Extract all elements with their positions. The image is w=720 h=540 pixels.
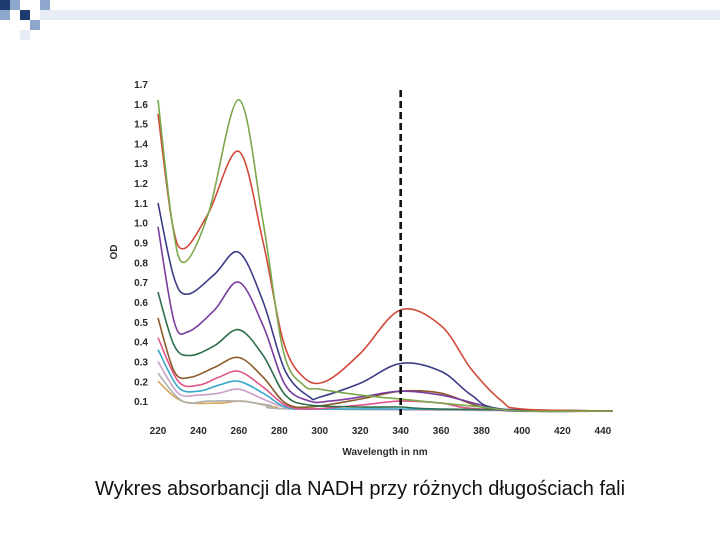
y-tick-label: 1.0 bbox=[134, 219, 148, 230]
slide-caption: Wykres absorbancji dla NADH przy różnych… bbox=[94, 478, 626, 500]
header-square-mid-4 bbox=[40, 0, 50, 10]
x-tick-label: 220 bbox=[150, 426, 167, 437]
header-square-mid-2 bbox=[0, 10, 10, 20]
y-tick-label: 0.1 bbox=[134, 397, 148, 408]
header-square-dark-2 bbox=[20, 10, 30, 20]
x-tick-label: 340 bbox=[392, 426, 409, 437]
series-line-4 bbox=[157, 226, 614, 413]
y-tick-label: 1.6 bbox=[134, 100, 148, 111]
series-line-7 bbox=[157, 337, 614, 412]
y-tick-label: 1.7 bbox=[134, 80, 148, 91]
header-square-light bbox=[20, 30, 30, 40]
y-tick-label: 0.2 bbox=[134, 377, 148, 388]
x-tick-label: 280 bbox=[271, 426, 288, 437]
y-tick-label: 0.3 bbox=[134, 357, 148, 368]
x-tick-label: 400 bbox=[514, 426, 531, 437]
y-tick-label: 0.4 bbox=[134, 338, 148, 349]
header-square-dark bbox=[0, 0, 10, 10]
y-axis-title: OD bbox=[109, 245, 120, 260]
y-tick-label: 1.5 bbox=[134, 120, 148, 131]
chart-series bbox=[157, 98, 614, 413]
x-tick-label: 440 bbox=[595, 426, 612, 437]
x-axis-title: Wavelength in nm bbox=[342, 447, 427, 458]
series-line-5 bbox=[157, 291, 614, 412]
y-tick-label: 1.2 bbox=[134, 179, 148, 190]
y-tick-label: 1.1 bbox=[134, 199, 148, 210]
y-tick-label: 0.9 bbox=[134, 239, 148, 250]
y-tick-label: 1.3 bbox=[134, 159, 148, 170]
x-tick-label: 260 bbox=[231, 426, 248, 437]
series-line-2 bbox=[157, 113, 614, 412]
header-stripe bbox=[40, 10, 720, 20]
series-line-1 bbox=[157, 98, 614, 413]
y-tick-label: 0.5 bbox=[134, 318, 148, 329]
x-tick-label: 360 bbox=[433, 426, 450, 437]
x-tick-label: 300 bbox=[311, 426, 328, 437]
y-axis-ticks: 0.1 0.2 0.3 0.4 0.5 0.6 0.7 0.8 0.9 1.0 1.1 1.2 1.3 1… bbox=[134, 80, 148, 408]
y-tick-label: 0.8 bbox=[134, 258, 148, 269]
absorbance-chart: 0.1 0.2 0.3 0.4 0.5 0.6 0.7 0.8 0.9 1.0 1.1 1.2 1.3 1… bbox=[109, 80, 614, 458]
series-line-3 bbox=[157, 202, 614, 412]
header-square-mid bbox=[10, 0, 20, 10]
x-tick-label: 240 bbox=[190, 426, 207, 437]
y-tick-label: 0.6 bbox=[134, 298, 148, 309]
x-tick-label: 380 bbox=[473, 426, 490, 437]
x-tick-label: 420 bbox=[554, 426, 571, 437]
y-tick-label: 0.7 bbox=[134, 278, 148, 289]
slide-header-decoration bbox=[0, 0, 720, 40]
header-square-mid-3 bbox=[30, 20, 40, 30]
y-tick-label: 1.4 bbox=[134, 139, 148, 150]
x-axis-ticks: 220 240 260 280 300 320 340 360 380 400 420 440 bbox=[150, 426, 612, 437]
x-tick-label: 320 bbox=[352, 426, 369, 437]
